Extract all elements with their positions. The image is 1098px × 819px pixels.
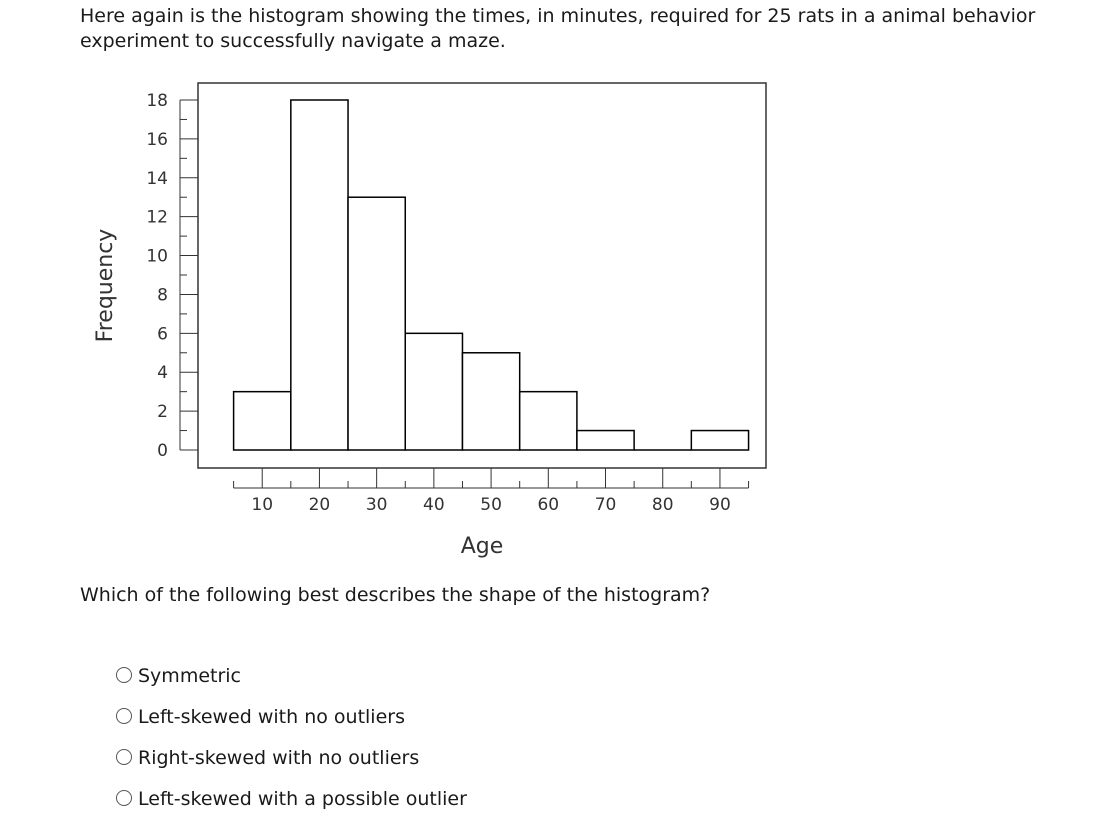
x-tick-label: 10 <box>251 495 273 515</box>
y-tick-label: 4 <box>157 363 168 383</box>
histogram-bar <box>576 429 635 451</box>
x-tick-label: 90 <box>709 495 731 515</box>
histogram-bar <box>690 429 750 451</box>
radio-button-icon[interactable] <box>116 789 132 806</box>
y-axis-title: Frequency <box>93 229 118 343</box>
histogram-bar <box>404 332 464 451</box>
y-tick-label: 0 <box>157 441 168 461</box>
plot-frame <box>197 82 767 469</box>
x-tick-label: 60 <box>537 495 559 515</box>
option-right-skewed-no-outliers[interactable]: Right-skewed with no outliers <box>116 737 467 778</box>
radio-button-icon[interactable] <box>116 707 132 724</box>
x-tick-label: 40 <box>423 495 445 515</box>
intro-text: Here again is the histogram showing the … <box>80 5 1036 52</box>
x-axis-title: Age <box>461 534 504 559</box>
option-label: Left-skewed with a possible outlier <box>138 787 467 810</box>
y-tick-label: 14 <box>146 169 168 189</box>
histogram-svg: 0 2 4 6 8 10 12 14 16 18 10 20 30 40 50 60 70 80 90 Age Freq… <box>93 82 767 559</box>
histogram-chart: 0 2 4 6 8 10 12 14 16 18 10 20 30 40 50 60 70 80 90 Age Freq… <box>80 78 780 559</box>
x-tick-label: 20 <box>309 495 331 515</box>
option-label: Left-skewed with no outliers <box>138 705 405 728</box>
y-tick-label: 10 <box>146 247 168 267</box>
option-label: Right-skewed with no outliers <box>138 746 420 769</box>
histogram-bar <box>461 352 521 451</box>
x-tick-label: 50 <box>480 495 502 515</box>
radio-button-icon[interactable] <box>116 748 132 765</box>
y-tick-label: 8 <box>157 285 168 305</box>
option-left-skewed-no-outliers[interactable]: Left-skewed with no outliers <box>116 696 467 737</box>
y-tick-label: 18 <box>146 91 168 111</box>
histogram-bar <box>232 390 292 451</box>
x-tick-label: 70 <box>595 495 617 515</box>
option-label: Symmetric <box>138 664 241 687</box>
option-symmetric[interactable]: Symmetric <box>116 655 467 696</box>
histogram-bar <box>290 99 349 451</box>
answer-options: Symmetric Left-skewed with no outliers R… <box>116 655 467 819</box>
x-tick-label: 30 <box>366 495 388 515</box>
option-left-skewed-possible-outlier[interactable]: Left-skewed with a possible outlier <box>116 778 467 819</box>
x-tick-label: 80 <box>652 495 674 515</box>
y-tick-label: 2 <box>157 402 168 422</box>
question-text: Which of the following best describes th… <box>80 584 711 606</box>
y-tick-label: 12 <box>146 208 168 228</box>
histogram-bar <box>518 390 578 451</box>
radio-button-icon[interactable] <box>116 666 132 683</box>
y-tick-label: 16 <box>146 130 168 150</box>
histogram-bar <box>347 196 407 451</box>
y-tick-label: 6 <box>157 324 168 344</box>
